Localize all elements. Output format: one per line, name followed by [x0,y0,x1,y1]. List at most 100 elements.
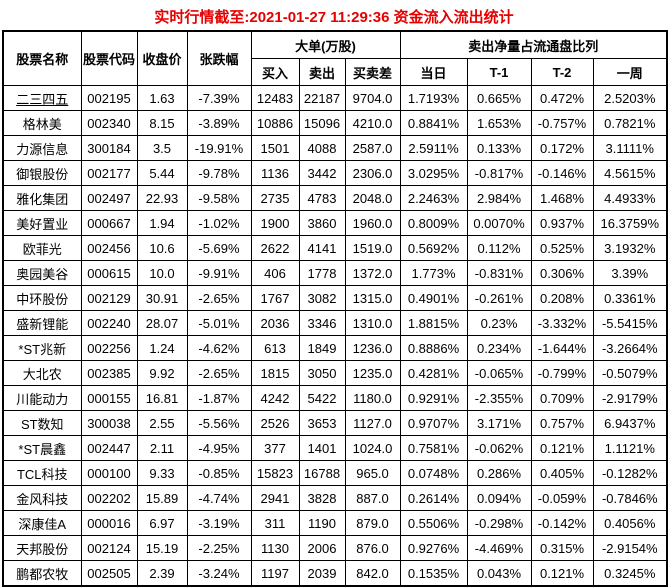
net-sell-t1-cell: 3.171% [466,410,532,436]
stock-code-cell[interactable]: 000155 [80,385,138,411]
sell-volume-cell: 4141 [298,235,346,261]
net-sell-day-cell: 0.1535% [399,560,468,587]
stock-name-cell[interactable]: 雅化集团 [2,185,82,211]
sell-volume-cell: 1401 [298,435,346,461]
buy-sell-diff-cell: 1315.0 [344,285,401,311]
stock-name-cell[interactable]: 二三四五 [2,85,82,111]
net-sell-t1-cell: -0.831% [466,260,532,286]
stock-code-cell[interactable]: 000667 [80,210,138,236]
net-sell-week-cell: 3.39% [592,260,668,286]
stock-name-cell[interactable]: 盛新锂能 [2,310,82,336]
stock-code-cell[interactable]: 000016 [80,510,138,536]
stock-name-cell[interactable]: 中环股份 [2,285,82,311]
stock-code-cell[interactable]: 002385 [80,360,138,386]
net-sell-day-cell: 0.5506% [399,510,468,536]
stock-name-cell[interactable]: ST数知 [2,410,82,436]
close-price-cell: 8.15 [136,110,188,136]
stock-code-cell[interactable]: 002340 [80,110,138,136]
table-row: 大北农 002385 9.92 -2.65% 1815 3050 1235.0 0.4281%… [2,360,668,386]
stock-code-cell[interactable]: 000100 [80,460,138,486]
net-sell-t2-cell: 0.121% [530,560,594,587]
net-sell-t2-cell: 0.208% [530,285,594,311]
close-price-cell: 3.5 [136,135,188,161]
stock-code-cell[interactable]: 300038 [80,410,138,436]
col-header-buy-sell-diff: 买卖差 [344,58,401,86]
stock-code-cell[interactable]: 002195 [80,85,138,111]
stock-code-cell[interactable]: 002497 [80,185,138,211]
stock-name-cell[interactable]: 大北农 [2,360,82,386]
buy-sell-diff-cell: 876.0 [344,535,401,561]
table-row: 天邦股份 002124 15.19 -2.25% 1130 2006 876.0 0.9276… [2,535,668,561]
buy-volume-cell: 1815 [250,360,300,386]
buy-volume-cell: 1197 [250,560,300,587]
col-header-close-price: 收盘价 [136,30,188,86]
sell-volume-cell: 3653 [298,410,346,436]
stock-code-cell[interactable]: 002124 [80,535,138,561]
stock-name-cell[interactable]: 格林美 [2,110,82,136]
stock-code-cell[interactable]: 300184 [80,135,138,161]
col-header-sell: 卖出 [298,58,346,86]
stock-name-cell[interactable]: 深康佳A [2,510,82,536]
buy-volume-cell: 377 [250,435,300,461]
stock-name-cell[interactable]: 川能动力 [2,385,82,411]
close-price-cell: 9.92 [136,360,188,386]
change-pct-cell: -5.69% [186,235,252,261]
close-price-cell: 22.93 [136,185,188,211]
col-group-big-orders: 大单(万股) [250,30,401,59]
net-sell-week-cell: -2.9179% [592,385,668,411]
stock-code-cell[interactable]: 002240 [80,310,138,336]
net-sell-t2-cell: 0.405% [530,460,594,486]
net-sell-week-cell: 0.3361% [592,285,668,311]
buy-sell-diff-cell: 887.0 [344,485,401,511]
stock-name-cell[interactable]: 天邦股份 [2,535,82,561]
stock-name-cell[interactable]: 鹏都农牧 [2,560,82,587]
close-price-cell: 2.55 [136,410,188,436]
stock-code-cell[interactable]: 002456 [80,235,138,261]
net-sell-day-cell: 0.5692% [399,235,468,261]
buy-volume-cell: 2622 [250,235,300,261]
buy-volume-cell: 1136 [250,160,300,186]
stock-name-cell[interactable]: 御银股份 [2,160,82,186]
net-sell-week-cell: -2.9154% [592,535,668,561]
table-row: 欧菲光 002456 10.6 -5.69% 2622 4141 1519.0 0.5692%… [2,235,668,261]
stock-name-cell[interactable]: *ST晨鑫 [2,435,82,461]
stock-name-cell[interactable]: 力源信息 [2,135,82,161]
change-pct-cell: -9.58% [186,185,252,211]
table-row: 奥园美谷 000615 10.0 -9.91% 406 1778 1372.0 1.773% -… [2,260,668,286]
buy-volume-cell: 12483 [250,85,300,111]
stock-name-cell[interactable]: TCL科技 [2,460,82,486]
net-sell-t1-cell: -4.469% [466,535,532,561]
sell-volume-cell: 2039 [298,560,346,587]
stock-code-cell[interactable]: 002129 [80,285,138,311]
header-row-2: 买入 卖出 买卖差 当日 T-1 T-2 一周 [3,58,668,86]
stock-code-cell[interactable]: 000615 [80,260,138,286]
stock-code-cell[interactable]: 002256 [80,335,138,361]
net-sell-week-cell: 4.4933% [592,185,668,211]
stock-name-cell[interactable]: *ST兆新 [2,335,82,361]
stock-code-cell[interactable]: 002447 [80,435,138,461]
stock-code-cell[interactable]: 002177 [80,160,138,186]
net-sell-t1-cell: 0.043% [466,560,532,587]
net-sell-day-cell: 0.4281% [399,360,468,386]
net-sell-week-cell: -0.5079% [592,360,668,386]
stock-name-cell[interactable]: 金风科技 [2,485,82,511]
buy-sell-diff-cell: 1024.0 [344,435,401,461]
stock-name-cell[interactable]: 欧菲光 [2,235,82,261]
table-row: 金风科技 002202 15.89 -4.74% 2941 3828 887.0 0.2614… [2,485,668,511]
net-sell-t1-cell: -2.355% [466,385,532,411]
net-sell-day-cell: 0.9276% [399,535,468,561]
table-body: 二三四五 002195 1.63 -7.39% 12483 22187 9704.0 1.71… [2,85,668,587]
stock-code-cell[interactable]: 002202 [80,485,138,511]
close-price-cell: 1.63 [136,85,188,111]
net-sell-day-cell: 3.0295% [399,160,468,186]
stock-name-cell[interactable]: 奥园美谷 [2,260,82,286]
stock-name-cell[interactable]: 美好置业 [2,210,82,236]
net-sell-t2-cell: 0.121% [530,435,594,461]
sell-volume-cell: 3860 [298,210,346,236]
stock-code-cell[interactable]: 002505 [80,560,138,587]
net-sell-t1-cell: -0.261% [466,285,532,311]
net-sell-week-cell: -3.2664% [592,335,668,361]
buy-volume-cell: 1767 [250,285,300,311]
table-row: 雅化集团 002497 22.93 -9.58% 2735 4783 2048.0 2.246… [2,185,668,211]
table-row: *ST晨鑫 002447 2.11 -4.95% 377 1401 1024.0 0.7581… [2,435,668,461]
